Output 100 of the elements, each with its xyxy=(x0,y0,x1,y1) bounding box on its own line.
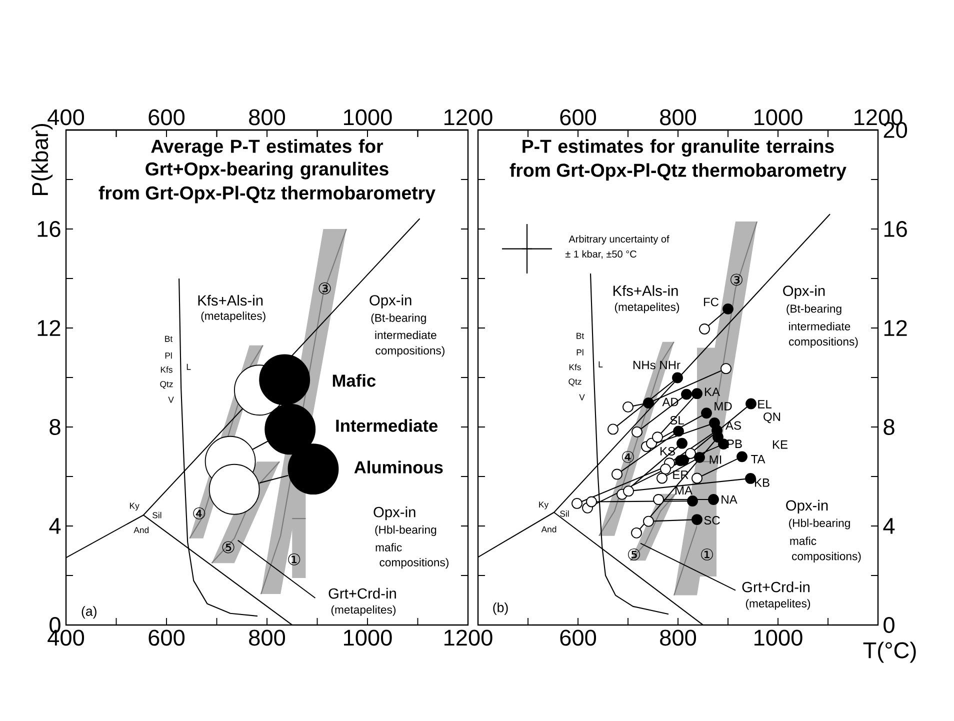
x2-tick-label: 400 xyxy=(48,109,84,126)
annotation: intermediate xyxy=(789,322,850,330)
x-axis-title: T(°C) xyxy=(863,642,916,663)
x2-tick-label: 1000 xyxy=(754,109,802,126)
annotation: Sil xyxy=(152,512,162,518)
x-tick-label: 1000 xyxy=(754,630,802,646)
y2-tick-label: 0 xyxy=(884,616,894,634)
annotation: SC xyxy=(704,516,720,525)
annotation: QN xyxy=(764,412,780,424)
annotation: Kfs xyxy=(160,366,172,373)
annotation: ⑤ xyxy=(222,541,234,554)
annotation: EL xyxy=(758,400,772,408)
annotation: Intermediate xyxy=(336,419,438,432)
text: from Grt-Opx-Pl-Qtz thermobarometry xyxy=(510,163,846,181)
annotation: ① xyxy=(288,553,300,566)
annotation: KE xyxy=(772,440,788,449)
annotation: intermediate xyxy=(375,330,436,340)
x-tick-label: 800 xyxy=(660,630,696,646)
annotation: compositions) xyxy=(380,558,448,569)
annotation: (metapelites) xyxy=(746,599,810,610)
y2-tick-label: 4 xyxy=(883,518,895,534)
annotation: Pl xyxy=(576,349,584,356)
y2-tick-label: 12 xyxy=(884,320,907,336)
y-tick-label: 4 xyxy=(49,518,61,534)
annotation: Ky xyxy=(130,502,140,511)
y-tick-label: 16 xyxy=(38,220,60,238)
annotation: ④ xyxy=(622,450,634,463)
annotation: compositions) xyxy=(792,552,861,562)
annotation: Opx-in xyxy=(374,506,416,520)
annotation: Bt xyxy=(165,336,173,342)
annotation: (a) xyxy=(82,606,96,619)
annotation: ① xyxy=(701,548,713,560)
x2-tick-label: 600 xyxy=(148,109,185,126)
annotation: Qtz xyxy=(160,381,173,389)
annotation: And xyxy=(134,526,149,534)
y-axis-title: P(kbar) xyxy=(31,124,53,195)
annotation: Bt xyxy=(576,332,584,339)
annotation: Aluminous xyxy=(354,460,443,474)
annotation: Grt+Crd-in xyxy=(742,581,810,592)
annotation: KA xyxy=(704,388,720,396)
annotation: V xyxy=(168,396,174,403)
y-tick-label: 8 xyxy=(50,418,60,436)
annotation: compositions) xyxy=(376,346,444,357)
x-tick-label: 1000 xyxy=(344,630,392,646)
text: from Grt-Opx-Pl-Qtz thermobarometry xyxy=(98,186,436,204)
annotation: (Hbl-bearing xyxy=(789,518,850,530)
annotation: MI xyxy=(710,456,722,464)
annotation: KB xyxy=(754,478,770,487)
y-tick-label: 12 xyxy=(38,320,60,336)
x2-tick-label: 800 xyxy=(660,109,696,126)
x-tick-label: 1200 xyxy=(444,630,492,646)
annotation: ③ xyxy=(318,282,331,294)
text: Average P-T estimates for Grt+Opx-bearing granulites xyxy=(146,139,388,180)
annotation: MA xyxy=(675,486,692,494)
annotation: Sil xyxy=(560,510,569,517)
annotation: Mafic xyxy=(332,374,376,387)
annotation: ± 1 kbar, ±50 °C xyxy=(565,250,636,259)
x2-tick-label: 1200 xyxy=(444,109,492,126)
annotation: L xyxy=(598,361,603,368)
annotation: compositions) xyxy=(789,337,858,348)
x2-tick-label: 600 xyxy=(560,109,596,126)
annotation: (metapelites) xyxy=(614,302,680,314)
annotation: V xyxy=(579,394,585,400)
annotation: (metapelites) xyxy=(331,605,396,616)
annotation: Opx-in xyxy=(370,294,412,308)
annotation: NA xyxy=(722,495,738,504)
annotation: (metapelites) xyxy=(201,312,266,322)
annotation: ⑤ xyxy=(628,548,640,560)
annotation: Kfs xyxy=(569,364,581,370)
annotation: Kfs+Als-in xyxy=(614,285,678,296)
annotation: TA xyxy=(751,455,766,464)
annotation: Arbitrary uncertainty of xyxy=(568,235,670,245)
annotation: Opx-in xyxy=(786,500,828,514)
annotation: (Bt-bearing xyxy=(371,314,426,324)
x-tick-label: 600 xyxy=(560,630,596,646)
x2-tick-label: 1000 xyxy=(344,109,392,126)
annotation: mafic xyxy=(790,536,816,545)
chart-title: P-T estimates for granulite terrains xyxy=(522,139,834,157)
annotation: (Bt-bearing xyxy=(786,304,842,315)
annotation: mafic xyxy=(376,543,402,552)
annotation: L xyxy=(186,364,191,370)
annotation: Pl xyxy=(165,352,172,359)
y2-tick-label: 8 xyxy=(884,418,894,436)
annotation: Opx-in xyxy=(783,285,825,299)
annotation: ④ xyxy=(193,507,206,520)
annotation: FC xyxy=(704,298,719,306)
x-tick-label: 800 xyxy=(249,630,286,646)
annotation: Kfs+Als-in xyxy=(198,294,263,306)
annotation: And xyxy=(541,526,556,532)
annotation: ③ xyxy=(730,274,742,286)
annotation: MD xyxy=(714,402,732,410)
annotation: AS xyxy=(726,421,741,430)
annotation: Ky xyxy=(539,502,549,510)
x-tick-label: 600 xyxy=(148,630,185,646)
y2-tick-label: 16 xyxy=(884,220,907,238)
annotation: Grt+Crd-in xyxy=(328,588,396,599)
annotation: (b) xyxy=(493,602,508,615)
annotation: NHs NHr xyxy=(633,360,680,370)
x2-tick-label: 800 xyxy=(249,109,286,126)
annotation: Qtz xyxy=(568,378,582,386)
